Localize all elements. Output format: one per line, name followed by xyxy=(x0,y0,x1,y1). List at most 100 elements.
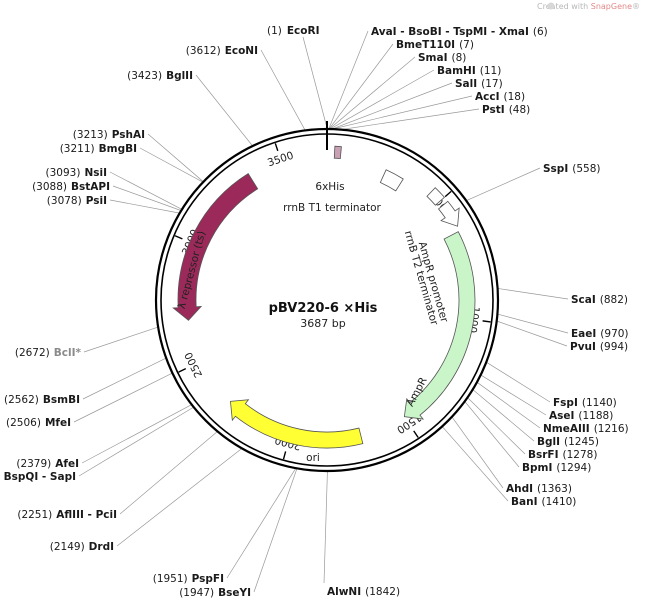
site-label-bseyi[interactable]: (1947) BseYI xyxy=(179,587,251,599)
site-line-afliii-pcii xyxy=(119,431,218,515)
snapgene-logo-icon xyxy=(547,2,555,10)
site-line-bsmbi xyxy=(82,357,167,400)
site-label-bglii[interactable]: (3423) BglII xyxy=(127,70,193,82)
site-line-smai xyxy=(329,56,416,130)
site-line-fspi xyxy=(486,361,551,403)
site-label-bsmbi[interactable]: (2562) BsmBI xyxy=(4,394,80,406)
site-line-bgli xyxy=(472,389,535,442)
site-line-acci xyxy=(332,95,473,130)
site-label-psii[interactable]: (3078) PsiI xyxy=(47,195,107,207)
site-label-avai-bsobi-tspmi-xmai[interactable]: AvaI - BsoBI - TspMI - XmaI (6) xyxy=(371,26,548,38)
feature-label-6xhis: 6xHis xyxy=(315,181,344,193)
plasmid-name: pBV220-6 ×His xyxy=(269,301,378,316)
tick-label: 2500 xyxy=(183,350,205,379)
site-label-bmet110i[interactable]: BmeT110I (7) xyxy=(396,39,474,51)
site-label-bsrfi[interactable]: BsrFI (1278) xyxy=(528,449,597,461)
site-label-alwni[interactable]: AlwNI (1842) xyxy=(327,586,400,598)
site-label-mfei[interactable]: (2506) MfeI xyxy=(6,417,71,429)
site-label-afliii-pcii[interactable]: (2251) AflIII - PciI xyxy=(17,509,117,521)
site-label-asei[interactable]: AseI (1188) xyxy=(549,410,613,422)
site-label-nsii[interactable]: (3093) NsiI xyxy=(46,167,107,179)
site-line-sali xyxy=(331,82,453,130)
site-line-afei xyxy=(81,404,192,464)
site-line-pshai xyxy=(147,133,204,183)
site-line-bstapi xyxy=(112,185,182,211)
site-label-sali[interactable]: SalI (17) xyxy=(455,78,503,90)
site-line-bani xyxy=(441,426,509,502)
site-line-bglii xyxy=(195,74,253,147)
site-label-psti[interactable]: PstI (48) xyxy=(482,104,530,116)
site-line-bcli xyxy=(83,326,159,353)
site-label-pvui[interactable]: PvuI (994) xyxy=(570,341,628,353)
site-label-bspqi-sapi[interactable]: (2368)BspQI - SapI xyxy=(0,471,76,483)
site-label-smai[interactable]: SmaI (8) xyxy=(418,52,466,64)
feature-rrnb-t1-terminator[interactable] xyxy=(379,169,404,192)
tick-mark xyxy=(482,320,491,323)
tick-mark xyxy=(174,235,183,240)
site-label-fspi[interactable]: FspI (1140) xyxy=(553,397,617,409)
site-label-acci[interactable]: AccI (18) xyxy=(475,91,525,103)
site-line-bmet110i xyxy=(328,43,394,130)
site-line-asei xyxy=(480,374,547,416)
site-line-bseyi xyxy=(253,468,298,593)
feature-ampr-promoter[interactable] xyxy=(437,200,460,227)
site-label-nmeaiii[interactable]: NmeAIII (1216) xyxy=(543,423,629,435)
site-label-bgli[interactable]: BglI (1245) xyxy=(537,436,599,448)
site-line-psii xyxy=(109,199,180,214)
site-line-alwni xyxy=(323,470,328,584)
feature-label-rrnb-t1-terminator: rrnB T1 terminator xyxy=(283,202,381,214)
site-label-bani[interactable]: BanI (1410) xyxy=(511,496,576,508)
site-line-pspfi xyxy=(226,467,297,579)
tick-mark xyxy=(178,367,187,373)
watermark: Created with SnapGene® xyxy=(537,2,640,11)
feature-label-ori: ori xyxy=(306,452,320,464)
site-line-ahdi xyxy=(451,416,504,489)
site-line-econi xyxy=(260,49,306,131)
tick-mark xyxy=(444,190,452,198)
site-label-pshai[interactable]: (3213) PshAI xyxy=(73,129,145,141)
site-label-bamhi[interactable]: BamHI (11) xyxy=(437,65,501,77)
site-line-scai xyxy=(497,288,569,300)
site-label-afei[interactable]: (2379) AfeI xyxy=(16,458,79,470)
tick-mark xyxy=(282,451,287,460)
plasmid-backbone xyxy=(154,121,500,473)
site-label-ahdi[interactable]: AhdI (1363) xyxy=(506,483,572,495)
site-line-bamhi xyxy=(330,69,435,130)
site-label-bpmi[interactable]: BpmI (1294) xyxy=(522,462,591,474)
site-label-scai[interactable]: ScaI (882) xyxy=(571,294,628,306)
site-line-eaei xyxy=(497,313,569,334)
restriction-site-labels: (1) EcoRI AvaI - BsoBI - TspMI - XmaI (6)Bm… xyxy=(0,25,629,599)
plasmid-length: 3687 bp xyxy=(300,317,345,330)
site-line-mfei xyxy=(73,372,173,423)
tick-mark xyxy=(274,143,279,152)
tick-label: 3500 xyxy=(266,150,295,170)
feature-rrnb-t2-terminator[interactable] xyxy=(426,187,445,206)
site-line-bspqi-sapi xyxy=(78,406,194,477)
tick-mark xyxy=(413,430,419,438)
feature-ampr[interactable] xyxy=(403,231,476,420)
site-line-bsrfi xyxy=(467,397,526,455)
site-line-pvui xyxy=(496,320,568,347)
site-label-bstapi[interactable]: (3088) BstAPI xyxy=(32,181,110,193)
site-label-bmgbi[interactable]: (3211) BmgBI xyxy=(60,143,137,155)
feature-ori[interactable] xyxy=(230,399,364,449)
site-label-pspfi[interactable]: (1951) PspFI xyxy=(153,573,224,585)
site-label-econi[interactable]: (3612) EcoNI xyxy=(186,45,258,57)
feature-repressor-ts[interactable] xyxy=(172,172,259,321)
site-connector-lines xyxy=(73,30,569,593)
site-label-bcli[interactable]: (2672) BclI* xyxy=(15,347,82,359)
site-line-drdi xyxy=(116,448,243,547)
site-line-bpmi xyxy=(464,401,520,468)
site-line-bmgbi xyxy=(139,147,204,183)
feature-6xhis[interactable] xyxy=(333,145,342,160)
site-label-eaei[interactable]: EaeI (970) xyxy=(571,328,629,340)
site-label-drdi[interactable]: (2149) DrdI xyxy=(50,541,114,553)
site-line-psti xyxy=(340,108,480,130)
site-line-ecori xyxy=(302,36,328,130)
site-label-sspi[interactable]: SspI (558) xyxy=(543,163,600,175)
site-line-avai-bsobi-tspmi-xmai xyxy=(328,30,369,130)
site-line-nsii xyxy=(109,171,183,210)
site-label-ecori[interactable]: (1) EcoRI xyxy=(267,25,319,37)
site-line-sspi xyxy=(466,167,541,201)
